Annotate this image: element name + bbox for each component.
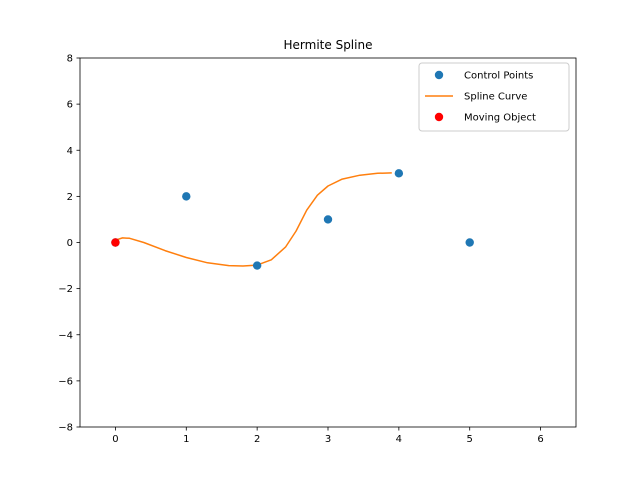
x-tick-label: 6 (537, 434, 543, 445)
control-points-point (323, 215, 333, 224)
control-points-point (252, 261, 262, 270)
control-points-point (394, 169, 404, 178)
legend-frame (418, 62, 570, 132)
x-tick-label: 4 (396, 434, 402, 445)
y-tick-label: 2 (67, 192, 73, 203)
legend-swatch-moving-object (434, 112, 444, 122)
moving-object-point (111, 238, 120, 247)
y-tick-label: 6 (67, 100, 73, 111)
chart-title: Hermite Spline (284, 38, 373, 52)
x-tick-label: 5 (467, 434, 473, 445)
y-tick-label: −6 (58, 376, 73, 387)
legend: Control Points Spline Curve Moving Object (418, 62, 570, 132)
y-tick-label: −4 (58, 330, 73, 341)
spline-curve-line (115, 172, 392, 267)
x-tick-label: 1 (183, 434, 189, 445)
x-tick-label: 3 (325, 434, 331, 445)
axes-frame (79, 57, 577, 428)
legend-label-moving-object: Moving Object (464, 113, 536, 124)
y-tick-label: −8 (58, 423, 73, 434)
legend-label-control-points: Control Points (464, 71, 533, 82)
control-points-point (465, 238, 474, 247)
y-tick-label: 8 (67, 54, 73, 65)
y-tick-label: 4 (67, 146, 73, 157)
plot-area: 0 1 2 3 4 5 6 −8 −6 −4 −2 0 2 4 6 8 (58, 54, 577, 445)
x-tick-label: 2 (254, 434, 260, 445)
y-tick-label: 0 (67, 238, 73, 249)
y-tick-label: −2 (58, 284, 73, 295)
control-points-point (182, 192, 191, 201)
legend-label-spline-curve: Spline Curve (464, 92, 527, 103)
legend-swatch-control-points (434, 70, 444, 80)
x-tick-label: 0 (112, 434, 118, 445)
